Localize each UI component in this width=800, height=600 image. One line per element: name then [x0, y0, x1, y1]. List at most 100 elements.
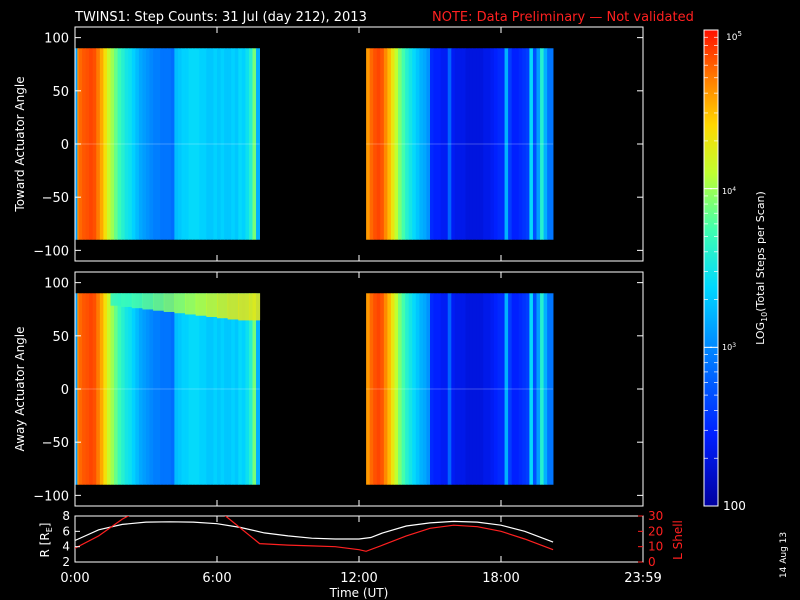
- heatmap-column: [142, 48, 147, 240]
- heatmap-column: [170, 293, 175, 485]
- x-tick-label: 12:00: [340, 571, 377, 586]
- heatmap-column: [493, 48, 498, 240]
- data-note: NOTE: Data Preliminary — Not validated: [432, 10, 694, 25]
- enhancement-block: [217, 293, 229, 319]
- heatmap-column: [106, 293, 111, 485]
- heatmap-column: [181, 48, 186, 240]
- x-tick-label: 18:00: [482, 571, 519, 586]
- heatmap-column: [383, 293, 388, 485]
- heatmap-column: [241, 48, 246, 240]
- heatmap-column: [96, 293, 101, 485]
- y-tick-label: 100: [44, 32, 69, 47]
- heatmap-column: [220, 48, 225, 240]
- heatmap-column: [486, 293, 491, 485]
- heatmap-column: [419, 293, 424, 485]
- heatmap-column: [213, 48, 218, 240]
- heatmap-column: [156, 293, 161, 485]
- cb-tick-1e5: 105: [726, 30, 742, 43]
- heatmap-column: [497, 293, 502, 485]
- heatmap-column: [217, 48, 221, 240]
- heatmap-column: [248, 293, 253, 485]
- enhancement-block: [227, 293, 239, 320]
- away-y-ticks: 100 50 0 −50 −100: [33, 277, 643, 504]
- heatmap-column: [185, 48, 189, 240]
- heatmap-column: [199, 293, 204, 485]
- heatmap-column: [522, 48, 527, 240]
- heatmap-column: [376, 293, 381, 485]
- heatmap-column: [412, 293, 417, 485]
- heatmap-column: [440, 293, 445, 485]
- heatmap-column: [156, 48, 161, 240]
- heatmap-column: [479, 48, 484, 240]
- heatmap-column: [469, 48, 473, 240]
- heatmap-column: [401, 48, 406, 240]
- heatmap-column: [532, 48, 537, 240]
- heatmap-column: [461, 48, 466, 240]
- heatmap-column: [504, 48, 509, 240]
- heatmap-column: [114, 48, 118, 240]
- heatmap-column: [85, 293, 90, 485]
- heatmap-column: [192, 48, 197, 240]
- heatmap-column: [231, 293, 236, 485]
- heatmap-column: [536, 293, 541, 485]
- heatmap-column: [547, 293, 554, 485]
- enhancement-block: [121, 293, 133, 307]
- heatmap-column: [390, 48, 395, 240]
- date-stamp: 14 Aug 13: [779, 532, 789, 578]
- heatmap-column: [501, 293, 505, 485]
- heatmap-column: [106, 48, 111, 240]
- heatmap-column: [430, 48, 434, 240]
- heatmap-column: [138, 48, 143, 240]
- heatmap-column: [461, 293, 466, 485]
- heatmap-column: [128, 48, 133, 240]
- heatmap-column: [419, 48, 424, 240]
- heatmap-column: [256, 293, 260, 485]
- heatmap-column: [92, 293, 97, 485]
- heatmap-column: [437, 48, 442, 240]
- heatmap-column: [192, 293, 197, 485]
- heatmap-column: [511, 293, 516, 485]
- heatmap-column: [89, 293, 94, 485]
- heatmap-column: [383, 48, 388, 240]
- orbit-left-tick-label: 4: [62, 540, 70, 554]
- heatmap-column: [170, 48, 175, 240]
- heatmap-column: [504, 293, 509, 485]
- heatmap-column: [185, 293, 189, 485]
- x-tick-label: 23:59: [624, 571, 661, 586]
- heatmap-column: [206, 48, 211, 240]
- heatmap-column: [430, 293, 434, 485]
- heatmap-column: [369, 293, 374, 485]
- heatmap-column: [202, 293, 207, 485]
- orbit-ylabel-right: L Shell: [671, 520, 685, 560]
- heatmap-column: [465, 293, 470, 485]
- figure-title: TWINS1: Step Counts: 31 Jul (day 212), 2…: [74, 10, 367, 25]
- heatmap-column: [114, 293, 118, 485]
- colorbar: 105 104 103 100 LOG10(Total Steps per Sc…: [703, 29, 769, 513]
- heatmap-column: [195, 293, 200, 485]
- away-ylabel: Away Actuator Angle: [13, 326, 27, 451]
- heatmap-column: [224, 48, 229, 240]
- heatmap-column: [422, 293, 427, 485]
- lshell-series-line: [75, 516, 554, 552]
- heatmap-column: [206, 293, 211, 485]
- heatmap-column: [142, 293, 147, 485]
- heatmap-column: [547, 48, 554, 240]
- heatmap-column: [540, 293, 544, 485]
- heatmap-column: [146, 48, 150, 240]
- heatmap-column: [224, 293, 229, 485]
- y-tick-label: −100: [33, 244, 69, 259]
- heatmap-column: [422, 48, 427, 240]
- heatmap-column: [454, 293, 459, 485]
- orbit-left-tick-label: 6: [62, 524, 70, 538]
- heatmap-column: [518, 48, 523, 240]
- heatmap-column: [454, 48, 459, 240]
- enhancement-block: [206, 293, 218, 317]
- heatmap-column: [501, 48, 505, 240]
- heatmap-column: [366, 293, 371, 485]
- heatmap-column: [426, 48, 431, 240]
- heatmap-column: [160, 293, 165, 485]
- cb-tick-100: 100: [723, 499, 746, 513]
- y-tick-label: −100: [33, 489, 69, 504]
- heatmap-column: [532, 293, 537, 485]
- heatmap-column: [511, 48, 516, 240]
